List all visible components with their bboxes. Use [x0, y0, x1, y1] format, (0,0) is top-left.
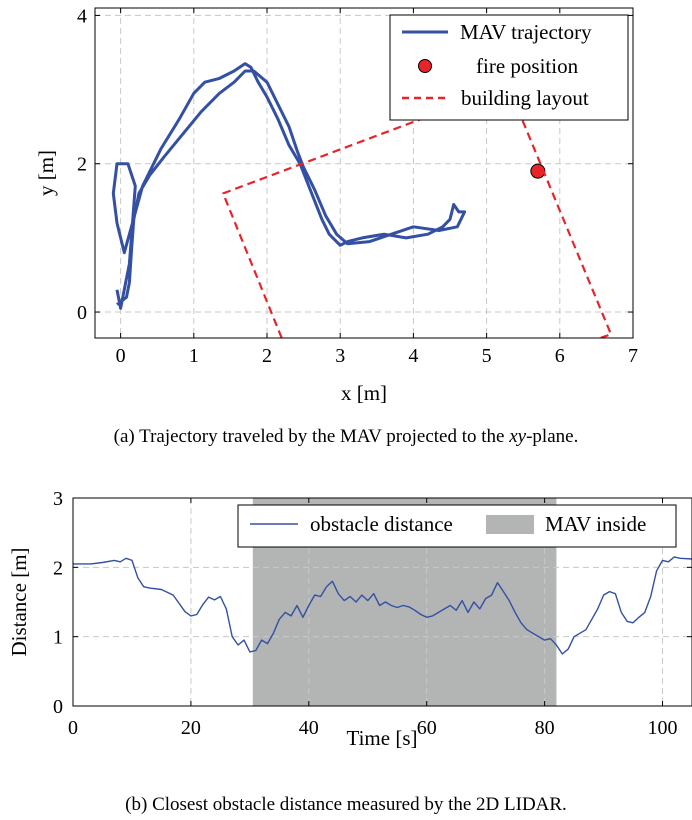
trajectory-caption-suffix: -plane. [526, 426, 579, 447]
distance-caption: (b) Closest obstacle distance measured b… [0, 794, 692, 816]
x-tick-label: 1 [189, 345, 199, 367]
legend-trajectory-label: MAV trajectory [460, 20, 592, 44]
y-tick-label: 4 [77, 5, 87, 27]
trajectory-y-axis-label: y [m] [34, 150, 58, 196]
x-tick-label: 2 [262, 345, 272, 367]
trajectory-caption-emphasis: xy [509, 426, 527, 447]
legend-fire-position-marker-icon [418, 59, 432, 73]
fire-position-marker [530, 163, 546, 179]
y-tick-label: 0 [77, 302, 87, 324]
x-tick-label: 7 [628, 345, 638, 367]
legend-building-layout-label: building layout [461, 86, 589, 110]
mav-trajectory-line [111, 62, 467, 310]
x-tick-label: 0 [116, 345, 126, 367]
legend-fire-position-label: fire position [476, 54, 579, 78]
x-tick-label: 6 [555, 345, 565, 367]
trajectory-marks [111, 62, 613, 338]
x-tick-label: 4 [408, 345, 418, 367]
trajectory-caption-prefix: (a) Trajectory traveled by the MAV proje… [113, 426, 510, 447]
distance-caption-prefix: (b) Closest obstacle distance measured b… [125, 794, 567, 815]
y-tick-label: 2 [77, 154, 87, 176]
x-tick-label: 3 [335, 345, 345, 367]
x-tick-label: 5 [482, 345, 492, 367]
trajectory-plot-frame [94, 7, 634, 339]
trajectory-ticks: 0 1 2 3 4 5 6 7 0 2 4 [77, 5, 638, 367]
trajectory-caption: (a) Trajectory traveled by the MAV proje… [0, 426, 692, 448]
trajectory-x-axis-label: x [m] [341, 381, 387, 405]
trajectory-legend: MAV trajectory fire position building la… [389, 14, 629, 121]
building-layout-line [222, 103, 613, 338]
